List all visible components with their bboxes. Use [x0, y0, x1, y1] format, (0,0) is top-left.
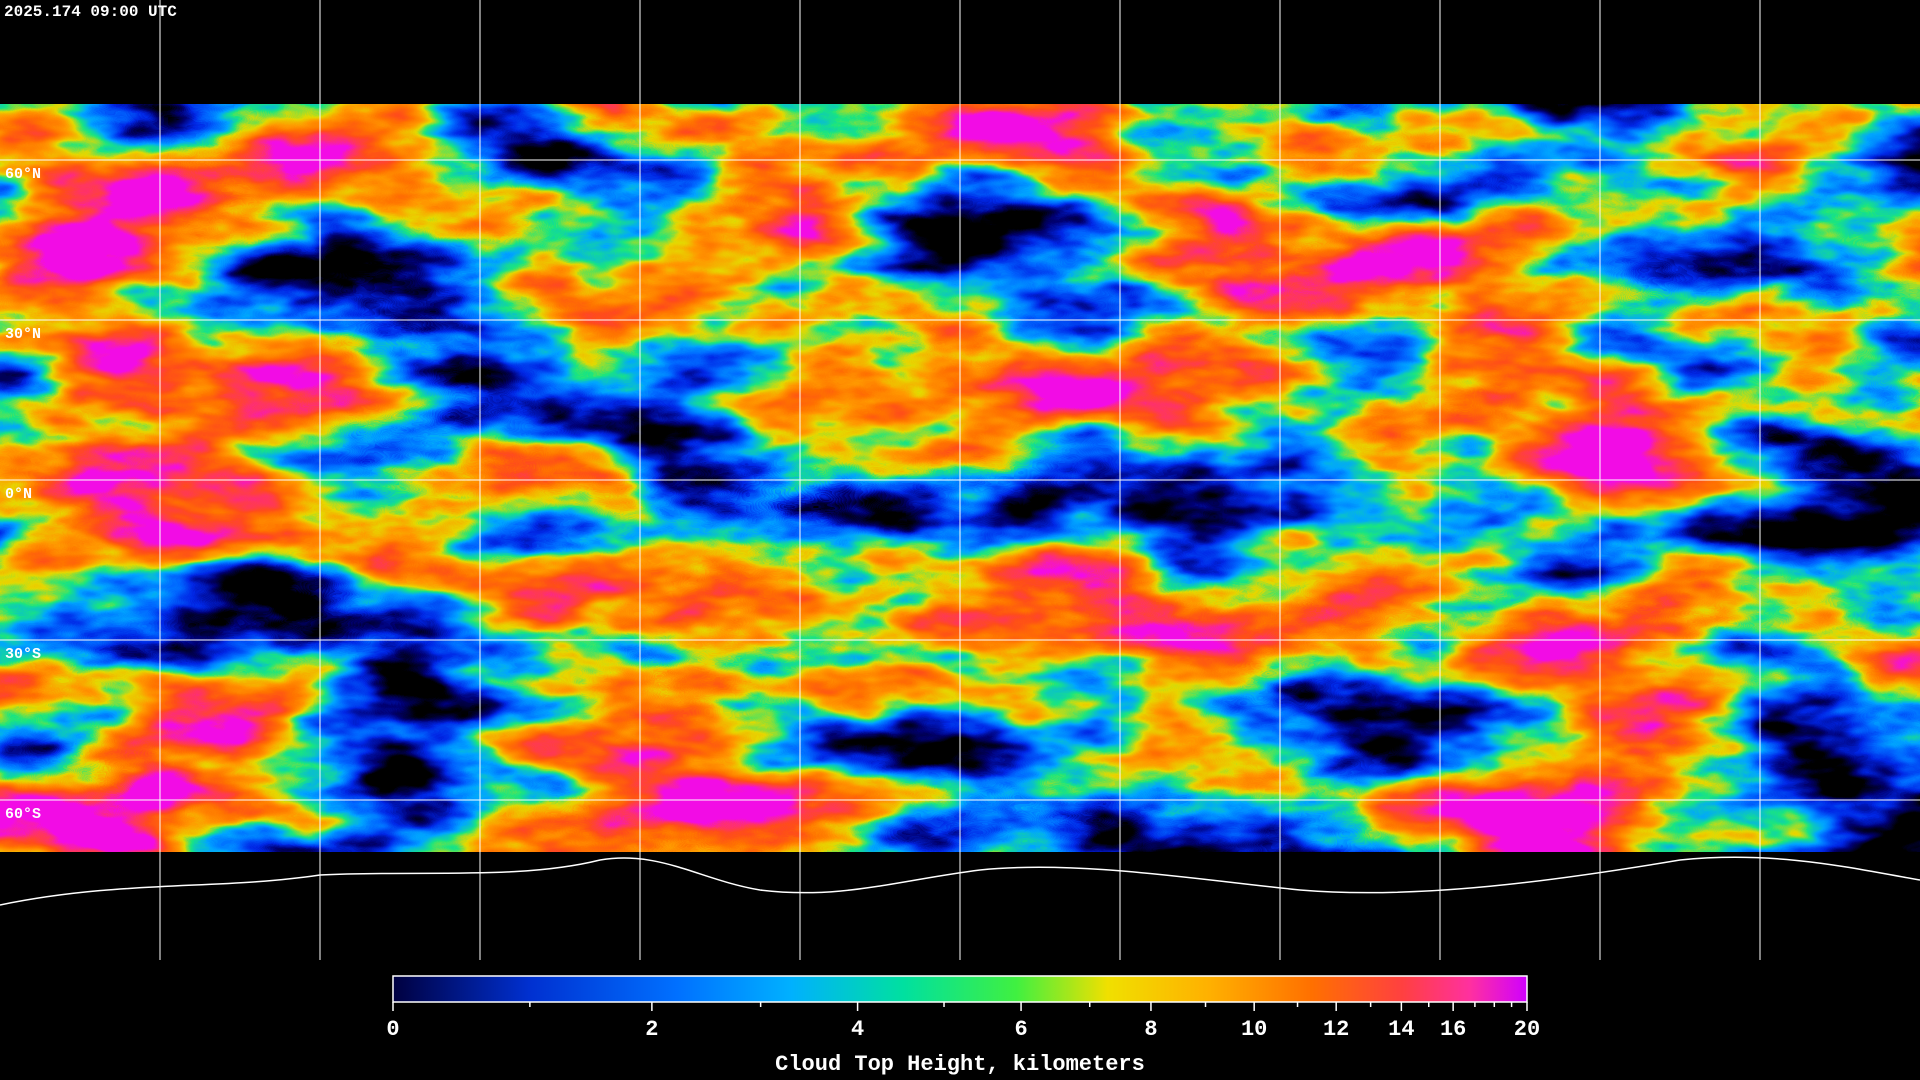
antarctica-coastline [0, 856, 1920, 906]
latitude-label: 30°S [5, 646, 41, 663]
colorbar-tick-label: 10 [1241, 1017, 1267, 1042]
latitude-label: 30°N [5, 326, 41, 343]
colorbar-tick-label: 20 [1514, 1017, 1540, 1042]
colorbar-tick-label: 6 [1014, 1017, 1027, 1042]
colorbar: 0 2 4 6 8 10 12 14 16 20 Cloud Top Height, kilomet… [386, 975, 1540, 1077]
colorbar-tick-label: 2 [645, 1017, 658, 1042]
colorbar-tick-label: 8 [1144, 1017, 1157, 1042]
latitude-label: 60°N [5, 166, 41, 183]
latitude-label: 60°S [5, 806, 41, 823]
colorbar-tick-label: 16 [1440, 1017, 1466, 1042]
latitude-label: 0°N [5, 486, 32, 503]
timestamp: 2025.174 09:00 UTC [4, 3, 177, 21]
colorbar-tick-label: 12 [1323, 1017, 1349, 1042]
colorbar-gradient [392, 975, 1528, 1003]
colorbar-tick-label: 4 [851, 1017, 864, 1042]
colorbar-tick-label: 0 [386, 1017, 399, 1042]
colorbar-label: Cloud Top Height, kilometers [775, 1052, 1145, 1077]
graticule: 60°N 30°N 0°N 30°S 60°S [0, 0, 1920, 960]
colorbar-tick-label: 14 [1388, 1017, 1414, 1042]
